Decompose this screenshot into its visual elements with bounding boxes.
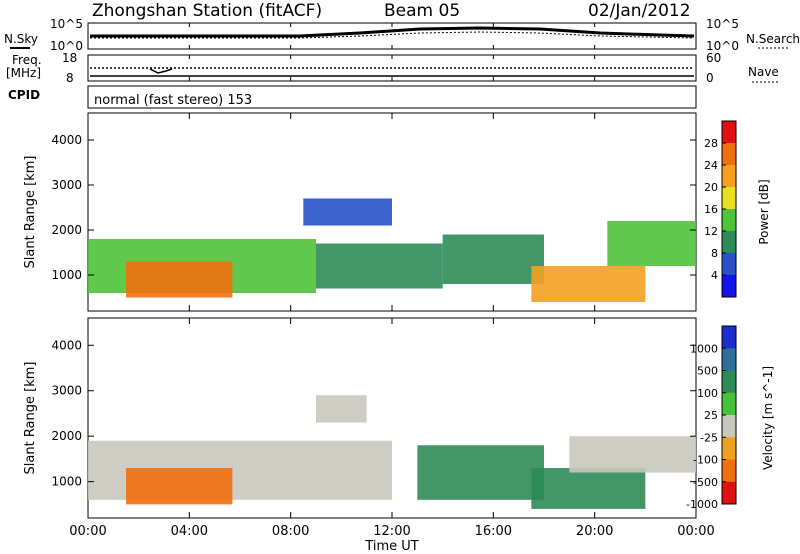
frequency-panel: Freq. [MHz] 18 8 Nave 60 0 bbox=[6, 51, 779, 85]
colorbar-tick-label: 1000 bbox=[690, 342, 718, 355]
nsearch-tick-high: 10^5 bbox=[706, 17, 739, 31]
date-title: 02/Jan/2012 bbox=[588, 1, 691, 21]
colorbar-tick-label: -25 bbox=[700, 431, 718, 444]
y-tick-label: 1000 bbox=[51, 268, 82, 282]
colorbar-swatch bbox=[722, 392, 736, 416]
colorbar-tick-label: 25 bbox=[704, 409, 718, 422]
colorbar-tick-label: 20 bbox=[704, 181, 718, 194]
velocity-heatmap bbox=[88, 395, 696, 509]
freq-label-1: Freq. bbox=[12, 53, 42, 67]
nsearch-label: N.Search bbox=[746, 32, 800, 46]
power-region bbox=[531, 266, 646, 302]
power-y-axis: 1000 2000 3000 4000 bbox=[51, 133, 696, 282]
y-tick-label: 1000 bbox=[51, 475, 82, 489]
nsky-label: N.Sky bbox=[4, 32, 38, 46]
velocity-region bbox=[417, 445, 544, 500]
velocity-panel: 1000 2000 3000 4000 Slant Range [km] 1000 50… bbox=[23, 317, 775, 519]
colorbar-swatch bbox=[722, 348, 736, 371]
y-tick-label: 3000 bbox=[51, 178, 82, 192]
colorbar-tick-label: 500 bbox=[697, 365, 718, 378]
power-region bbox=[316, 243, 443, 289]
nave-label: Nave bbox=[748, 65, 779, 79]
station-title: Zhongshan Station (fitACF) bbox=[92, 1, 322, 21]
colorbar-tick-label: -500 bbox=[693, 476, 718, 489]
colorbar-swatch bbox=[722, 415, 736, 438]
x-tick-label: 16:00 bbox=[475, 524, 512, 539]
velocity-colorbar-label: Velocity [m s^-1] bbox=[761, 366, 775, 470]
colorbar-swatch bbox=[722, 253, 736, 276]
x-tick-label: 20:00 bbox=[576, 524, 613, 539]
velocity-ylabel: Slant Range [km] bbox=[23, 362, 38, 475]
colorbar-swatch bbox=[722, 143, 736, 166]
colorbar-swatch bbox=[722, 481, 736, 505]
cpid-strip: CPID normal (fast stereo) 153 bbox=[8, 85, 697, 109]
power-colorbar: 4 8 12 16 20 24 28 bbox=[704, 120, 737, 298]
nave-tick-low: 0 bbox=[706, 71, 714, 85]
power-ylabel: Slant Range [km] bbox=[23, 156, 38, 269]
colorbar-tick-label: 8 bbox=[711, 247, 718, 260]
nsky-tick-low: 10^0 bbox=[50, 39, 83, 53]
power-region bbox=[607, 221, 696, 266]
colorbar-tick-label: -1000 bbox=[686, 498, 718, 511]
beam-title: Beam 05 bbox=[384, 1, 460, 21]
y-tick-label: 4000 bbox=[51, 338, 82, 352]
colorbar-tick-label: -100 bbox=[693, 454, 718, 467]
y-tick-label: 3000 bbox=[51, 384, 82, 398]
velocity-colorbar: 1000 500 100 25 -25 -100 -500 -1000 bbox=[686, 325, 737, 511]
x-tick-label: 04:00 bbox=[171, 524, 208, 539]
colorbar-tick-label: 100 bbox=[697, 387, 718, 400]
time-axis: 00:00 04:00 08:00 12:00 16:00 20:00 00:00 bbox=[69, 23, 715, 539]
x-tick-label: 08:00 bbox=[272, 524, 309, 539]
power-panel: 1000 2000 3000 4000 Slant Range [km] 4 8 12 16… bbox=[23, 112, 771, 312]
power-region bbox=[126, 261, 233, 298]
cpid-text: normal (fast stereo) 153 bbox=[94, 93, 252, 108]
nsearch-tick-low: 10^0 bbox=[706, 39, 739, 53]
colorbar-tick-label: 24 bbox=[704, 159, 718, 172]
velocity-region bbox=[531, 468, 646, 509]
x-tick-label: 00:00 bbox=[677, 524, 714, 539]
power-region bbox=[303, 198, 392, 226]
nave-tick-high: 60 bbox=[706, 51, 721, 65]
colorbar-swatch bbox=[722, 275, 736, 298]
colorbar-tick-label: 4 bbox=[711, 269, 718, 282]
velocity-region bbox=[126, 468, 233, 505]
power-heatmap bbox=[88, 198, 696, 302]
power-colorbar-label: Power [dB] bbox=[757, 179, 771, 244]
colorbar-swatch bbox=[722, 370, 736, 394]
colorbar-swatch bbox=[722, 165, 736, 188]
cpid-label: CPID bbox=[8, 88, 40, 102]
velocity-region bbox=[316, 395, 367, 423]
colorbar-tick-label: 12 bbox=[704, 225, 718, 238]
y-tick-label: 2000 bbox=[51, 223, 82, 237]
colorbar-tick-label: 16 bbox=[704, 203, 718, 216]
colorbar-swatch bbox=[722, 437, 736, 460]
colorbar-swatch bbox=[722, 187, 736, 210]
colorbar-tick-label: 28 bbox=[704, 137, 718, 150]
colorbar-swatch bbox=[722, 121, 736, 144]
power-region bbox=[442, 234, 544, 284]
noise-panel: N.Sky 10^5 10^0 N.Search 10^5 10^0 bbox=[4, 17, 800, 53]
colorbar-swatch bbox=[722, 231, 736, 254]
freq-tick-low: 8 bbox=[66, 71, 74, 85]
y-tick-label: 4000 bbox=[51, 133, 82, 147]
nsky-tick-high: 10^5 bbox=[50, 17, 83, 31]
colorbar-swatch bbox=[722, 209, 736, 232]
colorbar-swatch bbox=[722, 326, 736, 349]
x-axis-label: Time UT bbox=[364, 539, 418, 554]
y-tick-label: 2000 bbox=[51, 429, 82, 443]
velocity-y-axis: 1000 2000 3000 4000 bbox=[51, 338, 696, 489]
x-tick-label: 00:00 bbox=[69, 524, 106, 539]
x-tick-label: 12:00 bbox=[373, 524, 410, 539]
velocity-region bbox=[569, 436, 696, 473]
freq-tick-high: 18 bbox=[62, 51, 77, 65]
freq-label-2: [MHz] bbox=[6, 66, 41, 80]
colorbar-swatch bbox=[722, 459, 736, 483]
